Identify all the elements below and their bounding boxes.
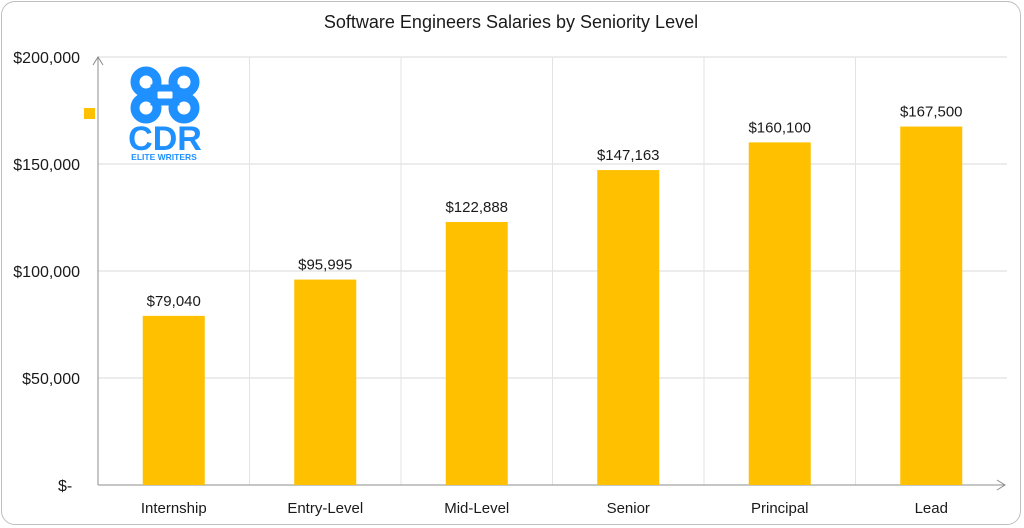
chart-title: Software Engineers Salaries by Seniority… xyxy=(323,12,699,32)
y-tick-label: $200,000 xyxy=(13,50,80,67)
y-tick-labels: $- $50,000 $100,000 $150,000 $200,000 xyxy=(13,50,80,495)
data-label: $160,100 xyxy=(748,119,811,136)
y-tick-label: $- xyxy=(58,478,72,495)
data-label: $147,163 xyxy=(597,147,660,164)
y-tick-label: $150,000 xyxy=(13,157,80,174)
category-label: Entry-Level xyxy=(287,500,363,517)
bar xyxy=(294,279,357,485)
data-label: $122,888 xyxy=(445,199,508,216)
axes xyxy=(92,56,1006,491)
bar xyxy=(597,170,660,486)
cdr-logo: CDR ELITE WRITERS xyxy=(128,66,202,162)
logo-text-main: CDR xyxy=(128,120,202,158)
bar xyxy=(142,315,205,485)
data-labels: $79,040 $95,995 $122,888 $147,163 $160,100 $1… xyxy=(147,104,963,310)
y-axis-arrow xyxy=(92,56,104,66)
grid-lines xyxy=(98,56,1007,485)
category-label: Principal xyxy=(751,500,809,517)
bar xyxy=(748,142,811,486)
y-tick-label: $50,000 xyxy=(22,371,80,388)
category-label: Senior xyxy=(607,500,650,517)
legend-swatch xyxy=(84,108,95,119)
category-labels: Internship Entry-Level Mid-Level Senior Prin… xyxy=(141,500,948,517)
bars xyxy=(142,126,963,486)
y-tick-label: $100,000 xyxy=(13,264,80,281)
x-axis-arrow xyxy=(996,479,1006,491)
bar xyxy=(900,126,963,486)
data-label: $95,995 xyxy=(298,257,352,274)
data-label: $167,500 xyxy=(900,104,963,121)
data-label: $79,040 xyxy=(147,293,201,310)
bar xyxy=(445,222,508,485)
logo-text-sub: ELITE WRITERS xyxy=(131,152,197,162)
category-label: Mid-Level xyxy=(444,500,509,517)
command-key-icon xyxy=(130,66,200,124)
category-label: Internship xyxy=(141,500,207,517)
category-label: Lead xyxy=(915,500,948,517)
